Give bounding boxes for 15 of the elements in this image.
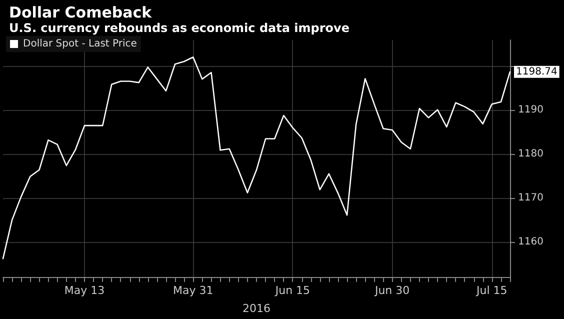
- x-tick-label: Jun 30: [374, 284, 410, 297]
- line-series: [2, 56, 511, 260]
- chart-title: Dollar Comeback: [9, 4, 153, 22]
- x-axis-title: 2016: [242, 302, 270, 315]
- legend-label: Dollar Spot - Last Price: [23, 38, 137, 50]
- y-tick-label: 1190: [518, 104, 544, 116]
- x-tick-label: May 31: [173, 284, 214, 297]
- x-tick-label: May 13: [64, 284, 105, 297]
- x-tick-label: Jun 15: [274, 284, 310, 297]
- chart-subtitle: U.S. currency rebounds as economic data improve: [9, 21, 350, 35]
- y-tick-label: 1170: [518, 192, 544, 204]
- data-label: 1198.74: [516, 66, 558, 78]
- y-tick-label: 1180: [518, 148, 544, 160]
- x-tick-label: Jul 15: [476, 284, 508, 297]
- y-tick-label: 1160: [518, 236, 544, 248]
